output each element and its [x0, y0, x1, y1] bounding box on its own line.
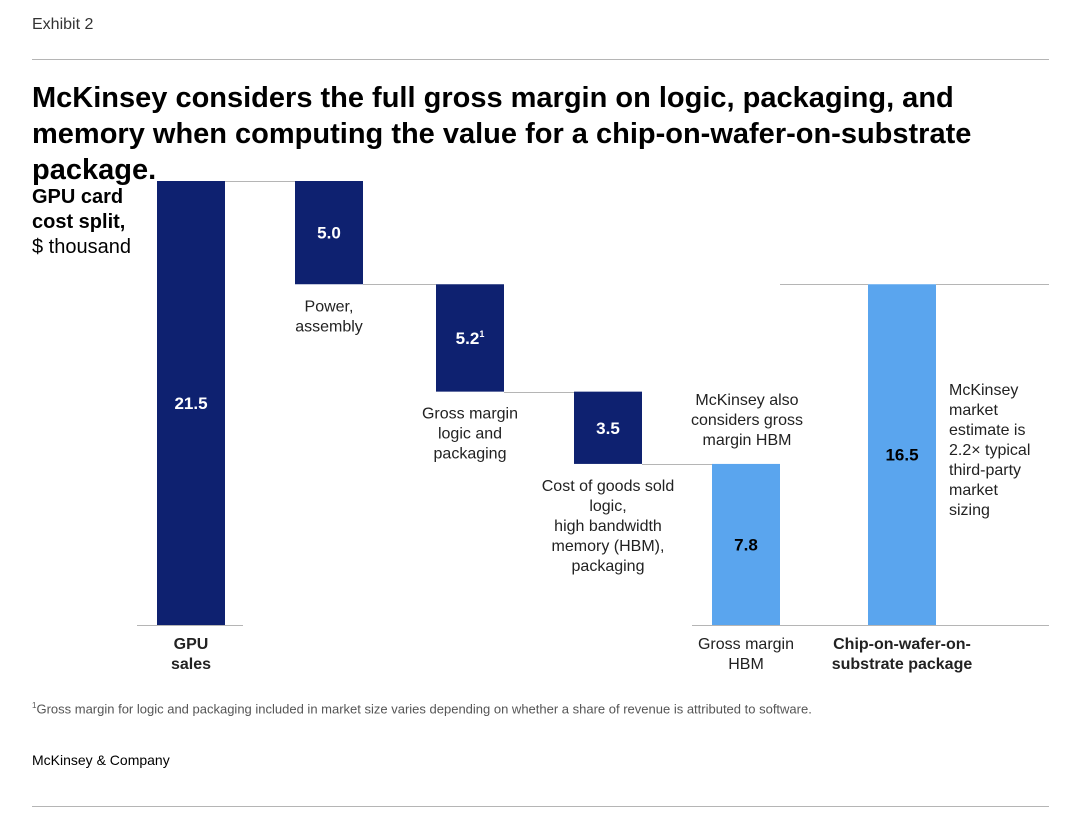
bar-4 — [712, 463, 780, 625]
category-label: Power, assembly — [295, 298, 363, 335]
bar-1 — [295, 181, 363, 285]
unit-label-line2: cost split, — [32, 211, 126, 233]
annotation-market: McKinsey market estimate is 2.2× typical thi… — [949, 382, 1030, 519]
category-label: GPU sales — [171, 636, 211, 673]
bar-3 — [574, 391, 642, 464]
bar-2 — [436, 284, 504, 392]
bar-5 — [868, 284, 936, 625]
value-label: 16.5 — [885, 446, 918, 465]
value-label: 5.0 — [317, 224, 341, 243]
value-label: 3.5 — [596, 419, 620, 438]
bottom-divider — [32, 806, 1049, 807]
top-divider — [32, 59, 1049, 60]
bar-0 — [157, 181, 225, 625]
footnote-marker: 1 — [32, 701, 37, 710]
waterfall-chart: 21.5 GPU sales 5.0 Power, assembly 5.21 Gross m… — [137, 181, 1049, 673]
unit-label-line3: $ thousand — [32, 236, 131, 258]
chart-title: McKinsey considers the full gross margin… — [32, 82, 972, 186]
category-label: Gross margin logic and packaging — [422, 406, 518, 463]
value-label: 7.8 — [734, 535, 758, 554]
category-label: Gross margin HBM — [698, 636, 794, 673]
footnote-text: Gross margin for logic and packaging inc… — [36, 701, 812, 717]
annotation-hbm: McKinsey also considers gross margin HBM — [691, 392, 803, 449]
category-label: Cost of goods sold logic, high bandwidth me… — [542, 478, 675, 575]
footnote: 1Gross margin for logic and packaging in… — [32, 701, 812, 716]
exhibit-label: Exhibit 2 — [32, 16, 94, 33]
category-label: Chip-on-wafer-on-substrate package — [832, 636, 973, 673]
value-label: 21.5 — [174, 394, 207, 413]
unit-label-line1: GPU card — [32, 186, 124, 208]
value-label: 5.21 — [456, 329, 485, 348]
unit-label: GPU card cost split, $ thousand — [32, 185, 131, 260]
source-label: McKinsey & Company — [32, 752, 170, 768]
